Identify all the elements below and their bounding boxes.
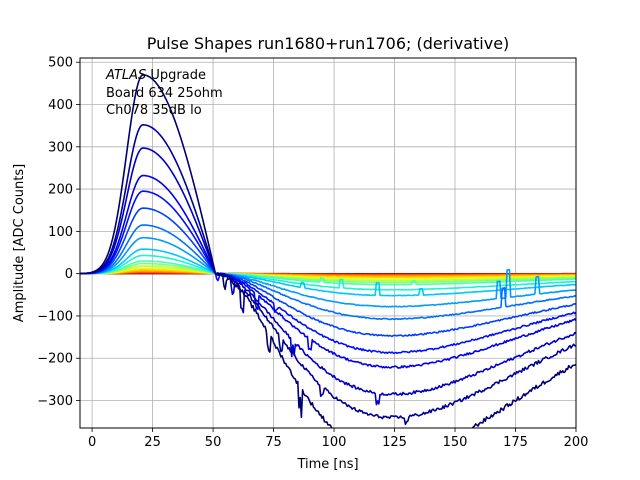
series-line-p11	[80, 260, 576, 286]
y-tick-label: 500	[48, 56, 73, 71]
y-tick-label: −300	[37, 394, 73, 409]
x-tick-label: 50	[205, 435, 222, 450]
plot-frame	[79, 57, 577, 429]
series-line-p6	[80, 270, 576, 277]
chart-title: Pulse Shapes run1680+run1706; (derivativ…	[147, 34, 510, 53]
y-tick-label: 300	[48, 140, 73, 155]
series-line-p14	[80, 236, 576, 308]
x-axis-label: Time [ns]	[296, 457, 358, 472]
series-line-p10	[80, 262, 576, 284]
series-line-p21	[80, 74, 576, 428]
series-line-p7	[80, 269, 576, 279]
series-line-p9	[80, 265, 576, 282]
series-line-p13	[80, 248, 576, 297]
series-line-p16	[80, 207, 576, 338]
series-line-p8	[80, 267, 576, 280]
series-line-p17	[80, 190, 576, 355]
y-tick-label: −200	[37, 352, 73, 367]
y-tick-label: 200	[48, 183, 73, 198]
y-tick-label: 100	[48, 225, 73, 240]
x-tick-label: 150	[443, 435, 468, 450]
series-line-p18	[80, 174, 576, 369]
y-axis-label: Amplitude [ADC Counts]	[12, 164, 27, 322]
y-tick-label: 0	[65, 267, 73, 282]
x-tick-label: 0	[88, 435, 96, 450]
x-tick-label: 175	[503, 435, 528, 450]
x-tick-label: 200	[564, 435, 589, 450]
x-tick-label: 125	[382, 435, 407, 450]
series-line-p19	[80, 147, 576, 406]
x-tick-label: 75	[265, 435, 282, 450]
axis-ticks: 0 25 50 75 100 125 150 175 200 −300 −200 −100 0 100 20…	[37, 56, 588, 450]
series-group	[80, 74, 576, 428]
annotation-atlas: ATLAS	[105, 68, 146, 83]
grid	[80, 58, 577, 428]
annotation-line-2: Board 634 25ohm	[106, 86, 223, 101]
annotation-line-1: ATLAS Upgrade	[105, 68, 206, 83]
y-tick-label: −100	[37, 309, 73, 324]
x-tick-label: 100	[322, 435, 347, 450]
plot-area	[80, 58, 576, 428]
annotation-line-3: Ch078 35dB lo	[106, 103, 202, 118]
series-line-p15	[80, 224, 576, 321]
annotation-upgrade: Upgrade	[146, 68, 206, 83]
series-line-p12	[80, 254, 576, 291]
atlas-annotation: ATLAS Upgrade Board 634 25ohm Ch078 35dB…	[105, 68, 223, 118]
series-line-p20	[80, 124, 576, 426]
x-tick-label: 25	[144, 435, 161, 450]
y-tick-label: 400	[48, 98, 73, 113]
